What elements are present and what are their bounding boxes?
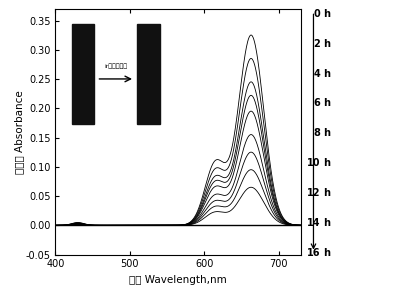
Text: h: h [323, 69, 330, 78]
Text: h: h [323, 9, 330, 19]
Text: 4: 4 [313, 69, 320, 78]
Text: 6: 6 [313, 98, 320, 108]
Text: 10: 10 [307, 158, 320, 168]
Text: h: h [323, 247, 330, 258]
Text: 0: 0 [313, 9, 320, 19]
Text: h: h [323, 158, 330, 168]
Text: h: h [323, 128, 330, 138]
Text: 16: 16 [307, 247, 320, 258]
Text: 14: 14 [307, 218, 320, 228]
Y-axis label: 吸光度 Absorbance: 吸光度 Absorbance [14, 90, 24, 173]
Text: h: h [323, 39, 330, 49]
Text: h: h [323, 98, 330, 108]
Text: h: h [323, 188, 330, 198]
Text: 2: 2 [313, 39, 320, 49]
X-axis label: 波长 Wavelength,nm: 波长 Wavelength,nm [129, 275, 227, 285]
Text: h: h [323, 218, 330, 228]
Text: 12: 12 [307, 188, 320, 198]
Text: 8: 8 [313, 128, 320, 138]
